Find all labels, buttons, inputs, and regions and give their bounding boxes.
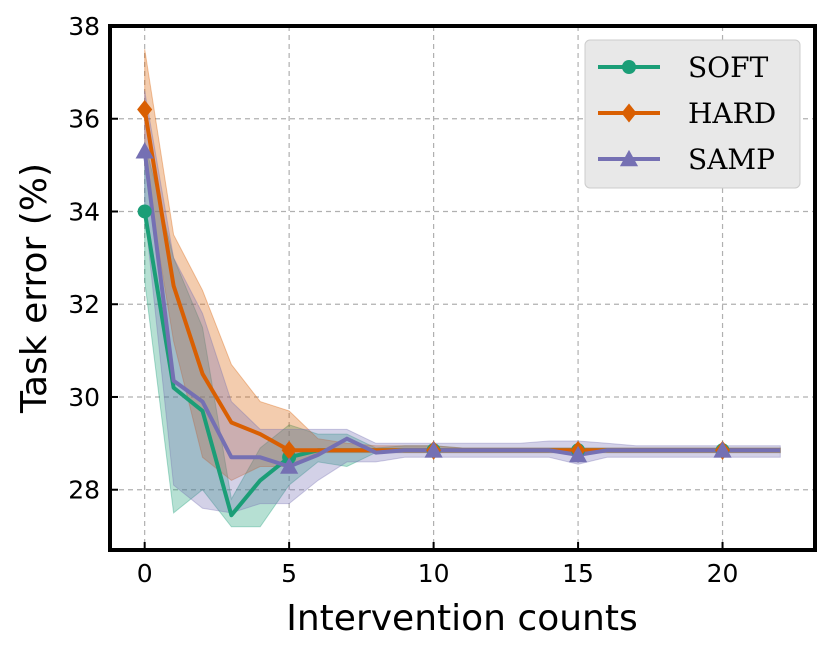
legend: SOFT HARD SAMP — [584, 39, 801, 189]
samp-point — [713, 441, 732, 458]
samp-point — [424, 441, 443, 458]
hard-point — [281, 440, 297, 460]
legend-label-hard: HARD — [688, 97, 776, 130]
soft-point — [137, 204, 152, 219]
y-tick-label: 34 — [68, 197, 100, 226]
legend-label-samp: SAMP — [688, 143, 775, 176]
soft-confidence-band — [144, 141, 781, 528]
samp-point — [568, 445, 588, 463]
x-tick-label: 10 — [418, 559, 450, 588]
legend-box — [584, 39, 801, 189]
series-lines — [142, 109, 781, 518]
y-tick-label: 36 — [68, 105, 100, 134]
y-tick-label: 28 — [68, 476, 100, 505]
y-tick-label: 38 — [68, 12, 100, 41]
samp-confidence-band — [144, 90, 781, 514]
y-tick-label: 32 — [68, 290, 100, 319]
y-tick-label: 30 — [68, 383, 100, 412]
y-axis-title: Task error (%) — [14, 163, 55, 414]
x-tick-label: 5 — [281, 559, 297, 588]
legend-label-soft: SOFT — [688, 51, 769, 84]
samp-point — [280, 457, 299, 474]
legend-marker-hard — [621, 103, 637, 123]
x-tick-label: 0 — [137, 559, 153, 588]
x-tick-label: 20 — [707, 559, 739, 588]
hard-point — [137, 100, 153, 119]
series-markers — [135, 100, 732, 474]
axis-ticks: 0 5 10 15 20 28 30 32 34 36 38 — [68, 12, 738, 588]
legend-marker-soft — [622, 60, 636, 74]
samp-point — [135, 142, 154, 159]
x-axis-title: Intervention counts — [286, 598, 638, 639]
legend-marker-samp — [619, 149, 639, 167]
plot-frame — [108, 24, 817, 552]
samp-line — [142, 150, 781, 469]
x-tick-label: 15 — [562, 559, 594, 588]
